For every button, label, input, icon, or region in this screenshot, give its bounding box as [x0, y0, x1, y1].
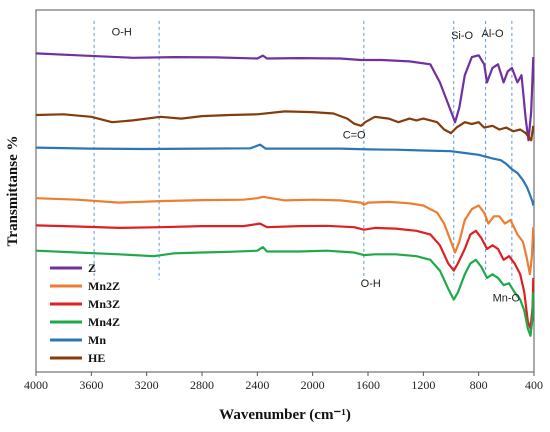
legend-label-z: Z [88, 261, 96, 275]
series-line-z [35, 52, 535, 142]
legend-label-mn4z: Mn4Z [88, 315, 120, 329]
series-line-he [35, 110, 535, 142]
annotation-5: O-H [361, 278, 381, 290]
annotation-4: Al-O [482, 28, 504, 40]
annotation-3: Si-O [451, 30, 473, 42]
reference-lines [93, 20, 513, 280]
x-tick-label-400: 400 [525, 378, 543, 392]
x-tick-label-2800: 2800 [190, 378, 214, 392]
x-axis-title: Wavenumber (cm⁻¹) [219, 407, 351, 423]
series-lines [35, 52, 535, 337]
x-tick-label-1200: 1200 [411, 378, 435, 392]
x-axis-ticks: 4000 3600 3200 2800 2400 2000 1600 1200 800 400 [24, 372, 543, 392]
x-tick-label-2400: 2400 [245, 378, 269, 392]
annotation-6: Mn-O [493, 292, 521, 304]
series-line-mn2z [35, 195, 535, 276]
legend-label-mn2z: Mn2Z [88, 279, 120, 293]
legend-label-mn: Mn [88, 333, 106, 347]
annotation-2: C=O [343, 130, 366, 142]
series-line-mn [35, 143, 535, 206]
x-tick-label-800: 800 [470, 378, 488, 392]
x-tick-label-3600: 3600 [79, 378, 103, 392]
legend-label-mn3z: Mn3Z [88, 297, 120, 311]
x-tick-label-4000: 4000 [24, 378, 48, 392]
x-tick-label-2000: 2000 [301, 378, 325, 392]
series-line-mn4z [35, 246, 535, 337]
legend: Z Mn2Z Mn3Z Mn4Z Mn HE [50, 261, 120, 365]
x-tick-label-3200: 3200 [135, 378, 159, 392]
plot-frame [35, 9, 535, 373]
y-axis-title: Transmittanse % [5, 136, 21, 247]
x-tick-label-1600: 1600 [356, 378, 380, 392]
series-line-mn3z [35, 222, 535, 330]
annotation-1: O-H [112, 26, 132, 38]
legend-label-he: HE [88, 351, 105, 365]
annotations: O-H C=O Si-O Al-O O-H Mn-O [112, 26, 521, 304]
